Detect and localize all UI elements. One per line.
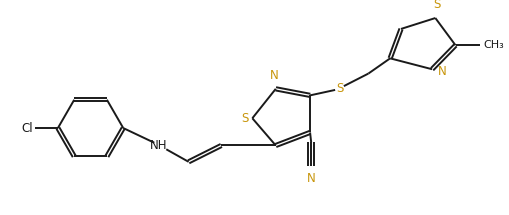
Text: N: N — [270, 69, 278, 82]
Text: CH₃: CH₃ — [483, 40, 503, 50]
Text: Cl: Cl — [22, 121, 33, 135]
Text: S: S — [241, 112, 248, 125]
Text: N: N — [306, 172, 315, 185]
Text: N: N — [437, 65, 445, 78]
Text: S: S — [432, 0, 439, 11]
Text: S: S — [335, 82, 343, 95]
Text: NH: NH — [150, 139, 167, 152]
